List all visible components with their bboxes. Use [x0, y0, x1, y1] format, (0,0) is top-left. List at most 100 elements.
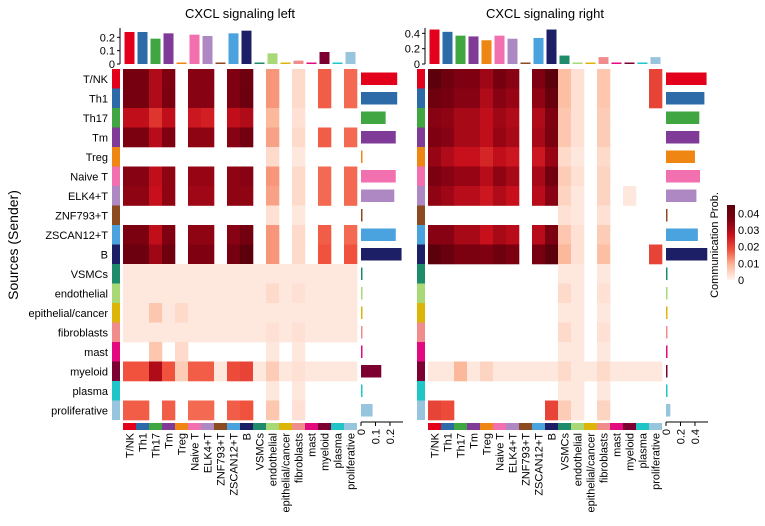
heatmap-cell	[493, 166, 507, 187]
heatmap-cell	[454, 244, 468, 265]
column-color-strip	[175, 423, 188, 430]
heatmap-cell	[506, 147, 520, 167]
row-color-strip	[112, 225, 120, 245]
heatmap-cell	[279, 264, 293, 284]
column-color-strip	[279, 423, 292, 430]
row-color-strip	[417, 127, 425, 147]
column-color-strip	[227, 423, 240, 430]
column-color-strip	[253, 423, 266, 430]
incoming-bar	[533, 37, 544, 64]
incoming-bar	[585, 62, 596, 64]
row-color-strip	[112, 186, 120, 206]
heatmap-cell	[266, 166, 280, 187]
heatmap-cell	[558, 147, 572, 167]
heatmap-cell	[292, 166, 306, 187]
heatmap-cell	[428, 69, 442, 89]
heatmap-cell	[240, 225, 254, 245]
heatmap-cell	[227, 225, 241, 245]
heatmap-cell	[227, 283, 241, 304]
incoming-bar	[150, 38, 161, 64]
heatmap-cell	[597, 127, 611, 148]
incoming-bar	[481, 40, 492, 64]
heatmap-cell	[201, 400, 215, 421]
row-color-strip	[417, 88, 425, 108]
outgoing-bar	[361, 72, 398, 85]
outgoing-bar	[666, 111, 700, 124]
side-bar-tick-label: 0.1	[370, 429, 382, 444]
heatmap-cell	[123, 244, 137, 265]
row-color-strip	[417, 205, 425, 225]
heatmap-cell	[318, 244, 332, 265]
heatmap-cell	[493, 361, 507, 382]
heatmap-cell	[292, 186, 306, 206]
heatmap-cell	[175, 342, 189, 362]
column-color-strip	[480, 423, 493, 430]
heatmap-cell	[467, 108, 481, 128]
row-color-strip	[417, 147, 425, 167]
column-label: Treg	[177, 433, 189, 455]
heatmap-cell	[240, 127, 254, 148]
row-color-strip	[417, 186, 425, 206]
heatmap-cell	[331, 322, 345, 343]
column-color-strip	[305, 423, 318, 430]
heatmap-cell	[188, 186, 202, 206]
side-bar-tick-label: 0	[661, 429, 673, 435]
heatmap-cell	[454, 361, 468, 382]
heatmap-cell	[545, 361, 559, 382]
heatmap-cell	[584, 361, 598, 382]
column-color-strip	[623, 423, 636, 430]
row-color-strip	[417, 264, 425, 284]
heatmap-cell	[136, 283, 150, 304]
heatmap-cell	[441, 166, 455, 187]
heatmap-cell	[266, 147, 280, 167]
row-color-strip	[112, 205, 120, 225]
column-label: proliferative	[346, 433, 358, 490]
heatmap-cell	[162, 127, 176, 148]
heatmap-cell	[558, 381, 572, 401]
incoming-bar	[429, 29, 440, 65]
heatmap-cell	[480, 147, 494, 167]
heatmap-cell	[292, 342, 306, 362]
heatmap-cell	[467, 127, 481, 148]
heatmap-cell	[292, 322, 306, 343]
incoming-bar	[442, 31, 453, 64]
heatmap-cell	[266, 264, 280, 284]
heatmap-cell	[344, 166, 358, 187]
heatmap-cell	[344, 69, 358, 89]
heatmap-cell	[331, 361, 345, 382]
outgoing-bar	[666, 404, 671, 417]
column-label: epithelial/cancer	[281, 433, 293, 513]
heatmap-cell	[240, 361, 254, 382]
incoming-bar	[345, 52, 356, 64]
column-color-strip	[441, 423, 454, 430]
heatmap-cell	[214, 303, 228, 323]
heatmap-cell	[240, 283, 254, 304]
heatmap-cell	[441, 400, 455, 421]
heatmap-cell	[149, 225, 163, 245]
heatmap-cell	[149, 186, 163, 206]
heatmap-cell	[571, 88, 585, 109]
heatmap-cell	[123, 186, 137, 206]
row-label: epithelial/cancer	[29, 308, 109, 320]
column-color-strip	[428, 423, 441, 430]
heatmap-cell	[136, 186, 150, 206]
heatmap-cell	[240, 264, 254, 284]
heatmap-cell	[201, 127, 215, 148]
heatmap-cell	[532, 244, 546, 265]
row-color-strip	[417, 283, 425, 303]
column-color-strip	[558, 423, 571, 430]
column-label: Naive T	[190, 433, 202, 471]
heatmap-cell	[162, 244, 176, 265]
heatmap-cell	[428, 147, 442, 167]
row-color-strip	[112, 69, 120, 89]
heatmap-cell	[571, 342, 585, 362]
heatmap-cell	[214, 322, 228, 343]
heatmap-cell	[292, 244, 306, 265]
column-label: Tm	[164, 433, 176, 449]
heatmap-cell	[227, 322, 241, 343]
heatmap-cell	[162, 166, 176, 187]
heatmap-cell	[149, 244, 163, 265]
heatmap-cell	[545, 400, 559, 421]
heatmap-cell	[344, 244, 358, 265]
heatmap-cell	[266, 225, 280, 245]
